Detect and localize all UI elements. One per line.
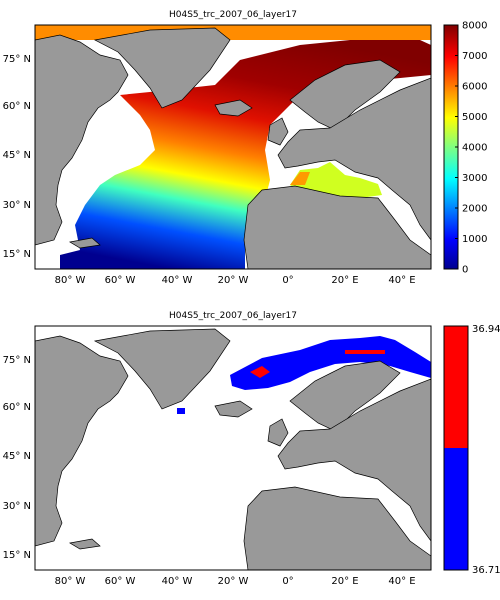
africa-2 bbox=[243, 486, 431, 570]
panel-1-title: H04S5_trc_2007_06_layer17 bbox=[169, 10, 297, 20]
lon-tick-20e-2: 20° E bbox=[331, 576, 358, 587]
lon-tick-0-2: 0° bbox=[282, 576, 293, 587]
ocean-data-field bbox=[60, 35, 431, 269]
lat-axis-1: 15° N 30° N 45° N 60° N 75° N bbox=[3, 54, 31, 260]
colorbar-1-tick-label: 1000 bbox=[462, 234, 487, 245]
uk bbox=[267, 117, 289, 146]
map-1-content bbox=[35, 25, 431, 269]
colorbar-2-red bbox=[444, 326, 468, 448]
scandinavia-2 bbox=[289, 360, 401, 432]
colorbar-1: 0 1000 2000 3000 4000 5000 6000 7000 8000 bbox=[443, 21, 487, 276]
colorbar-1-tick-label: 8000 bbox=[462, 21, 487, 32]
land-masses bbox=[35, 27, 431, 269]
eurasia bbox=[277, 77, 431, 241]
colorbar-1-tick-label: 3000 bbox=[462, 173, 487, 184]
red-region bbox=[250, 366, 270, 378]
lon-tick-60w-2: 60° W bbox=[105, 576, 136, 587]
lon-axis-2: 80° W 60° W 40° W 20° W 0° 20° E 40° E bbox=[55, 576, 416, 587]
lat-tick-75n-2: 75° N bbox=[3, 355, 31, 366]
land-masses-2 bbox=[35, 328, 431, 570]
mediterranean-data bbox=[290, 162, 382, 198]
colorbar-1-tick-label: 0 bbox=[462, 265, 468, 276]
cuba bbox=[69, 237, 101, 249]
map-panel-2: H04S5_trc_2007_06_layer17 15° N bbox=[3, 311, 500, 587]
cuba-2 bbox=[69, 538, 101, 550]
colorbar-1-tick-label: 5000 bbox=[462, 112, 487, 123]
lon-tick-80w-2: 80° W bbox=[55, 576, 86, 587]
colorbar-1-tick-label: 7000 bbox=[462, 51, 487, 62]
lon-tick-40e-2: 40° E bbox=[388, 576, 415, 587]
lat-tick-45n-2: 45° N bbox=[3, 451, 31, 462]
lat-tick-30n: 30° N bbox=[3, 200, 31, 211]
colorbar-1-ticks: 0 1000 2000 3000 4000 5000 6000 7000 8000 bbox=[455, 21, 487, 276]
north-america bbox=[35, 34, 129, 246]
lon-tick-40w-2: 40° W bbox=[162, 576, 193, 587]
lon-tick-20w: 20° W bbox=[218, 275, 249, 286]
lon-tick-40e: 40° E bbox=[388, 275, 415, 286]
colorbar-1-tick-label: 6000 bbox=[462, 82, 487, 93]
greenland-2 bbox=[93, 328, 231, 410]
map-2-content bbox=[35, 326, 431, 570]
colorbar-1-tick-label: 2000 bbox=[462, 204, 487, 215]
colorbar-2: 36.946 36.712 bbox=[443, 324, 500, 576]
blue-region bbox=[230, 336, 431, 390]
lat-tick-75n: 75° N bbox=[3, 54, 31, 65]
iceland-2 bbox=[214, 400, 253, 418]
colorbar-1-tick-label: 4000 bbox=[462, 143, 487, 154]
lat-axis-2: 15° N 30° N 45° N 60° N 75° N bbox=[3, 355, 31, 561]
lat-tick-15n: 15° N bbox=[3, 249, 31, 260]
lat-tick-60n-2: 60° N bbox=[3, 402, 31, 413]
scandinavia bbox=[289, 59, 401, 131]
map-1-frame bbox=[34, 24, 432, 270]
africa bbox=[243, 185, 431, 269]
mediterranean-west-data bbox=[290, 172, 310, 185]
colorbar-2-frame bbox=[443, 325, 469, 571]
iceland bbox=[214, 99, 253, 117]
lat-tick-60n: 60° N bbox=[3, 101, 31, 112]
map-panel-1: H04S5_trc_2007_06_layer17 15° bbox=[3, 10, 488, 286]
lon-tick-0: 0° bbox=[282, 275, 293, 286]
lon-tick-40w: 40° W bbox=[162, 275, 193, 286]
lon-axis-1: 80° W 60° W 40° W 20° W 0° 20° E 40° E bbox=[55, 275, 416, 286]
blue-patch bbox=[177, 408, 185, 414]
lon-tick-20w-2: 20° W bbox=[218, 576, 249, 587]
uk-2 bbox=[267, 418, 289, 447]
colorbar-2-max-label: 36.946 bbox=[472, 324, 500, 335]
map-2-frame bbox=[34, 325, 432, 571]
lat-tick-15n-2: 15° N bbox=[3, 550, 31, 561]
arctic-strip bbox=[35, 25, 431, 40]
panel-2-title: H04S5_trc_2007_06_layer17 bbox=[169, 311, 297, 321]
colorbar-2-min-label: 36.712 bbox=[472, 565, 500, 576]
lon-tick-80w: 80° W bbox=[55, 275, 86, 286]
north-america-2 bbox=[35, 335, 129, 547]
greenland bbox=[93, 27, 231, 109]
red-patch bbox=[345, 350, 385, 354]
eurasia-2 bbox=[277, 378, 431, 542]
lat-tick-45n: 45° N bbox=[3, 150, 31, 161]
lat-tick-30n-2: 30° N bbox=[3, 501, 31, 512]
lon-tick-60w: 60° W bbox=[105, 275, 136, 286]
lon-tick-20e: 20° E bbox=[331, 275, 358, 286]
colorbar-2-blue bbox=[444, 448, 468, 570]
